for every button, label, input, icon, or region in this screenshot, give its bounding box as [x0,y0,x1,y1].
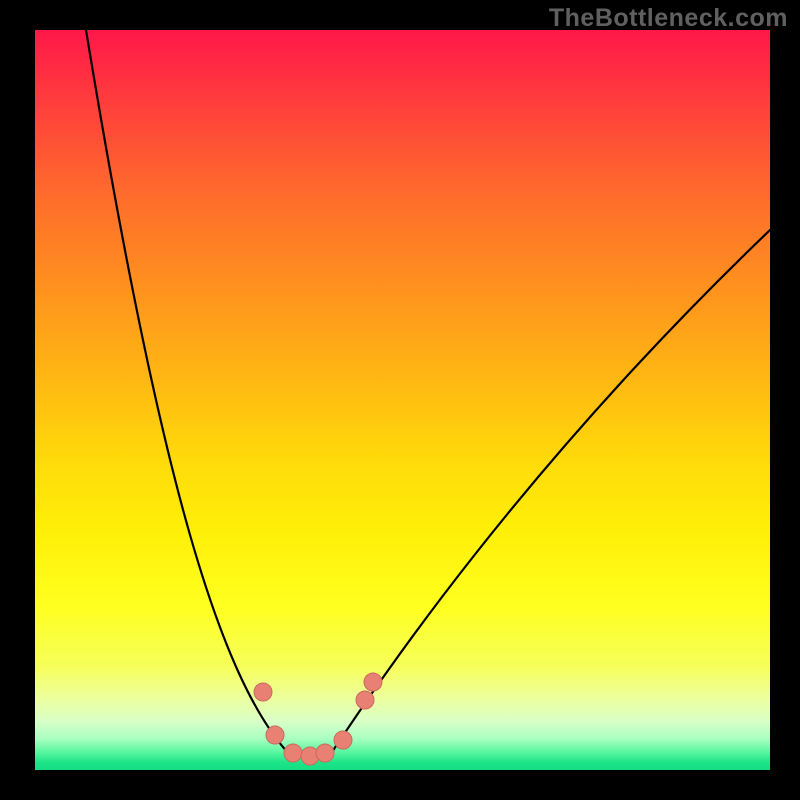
marker-dot [356,691,374,709]
marker-dot [254,683,272,701]
chart-stage: TheBottleneck.com [0,0,800,800]
watermark-text: TheBottleneck.com [549,4,788,33]
plot-area [35,30,770,770]
marker-dot [284,744,302,762]
marker-dot [266,726,284,744]
plot-background-gradient [35,30,770,770]
marker-dot [364,673,382,691]
marker-dot [316,744,334,762]
bottleneck-chart [0,0,800,800]
marker-dot [334,731,352,749]
